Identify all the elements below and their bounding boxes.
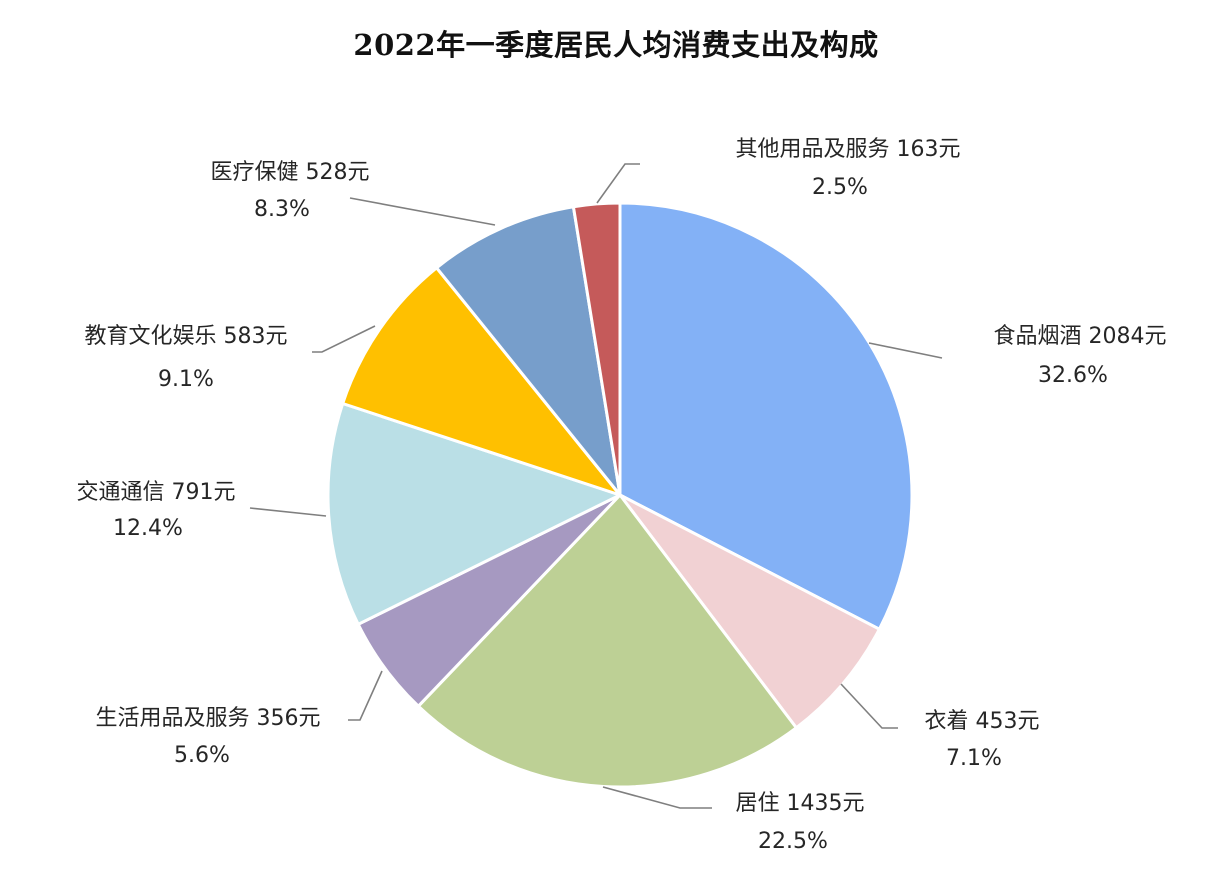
- slice-label: 教育文化娱乐 583元: [85, 324, 288, 349]
- slice-percent-label: 8.3%: [254, 197, 310, 222]
- slice-label: 食品烟酒 2084元: [994, 324, 1167, 349]
- pie-slices: [326, 201, 914, 789]
- slice-label: 衣着 453元: [925, 709, 1040, 734]
- slice-percent-label: 5.6%: [174, 743, 230, 768]
- slice-percent-label: 32.6%: [1038, 363, 1108, 388]
- pie-slice: [326, 402, 622, 626]
- leader-line: [602, 786, 712, 809]
- slice-percent-label: 7.1%: [946, 746, 1002, 771]
- chart-title: 2022年一季度居民人均消费支出及构成: [353, 28, 879, 62]
- slice-label: 居住 1435元: [736, 791, 865, 816]
- leader-line: [249, 507, 327, 517]
- leader-line: [349, 197, 496, 226]
- leader-line: [596, 163, 640, 204]
- slice-percent-label: 22.5%: [758, 829, 828, 854]
- leader-line: [348, 670, 383, 721]
- leader-lines: [249, 163, 943, 809]
- slice-label: 交通通信 791元: [77, 480, 236, 505]
- slice-label: 其他用品及服务 163元: [736, 137, 961, 162]
- leader-line: [868, 342, 943, 359]
- pie-slice: [435, 205, 622, 497]
- slice-label: 医疗保健 528元: [211, 160, 370, 185]
- leader-line: [840, 683, 898, 729]
- pie-slice: [341, 266, 622, 497]
- slice-percent-label: 2.5%: [812, 175, 868, 200]
- slice-percent-label: 9.1%: [158, 367, 214, 392]
- pie-slice: [618, 493, 881, 730]
- slice-label: 生活用品及服务 356元: [96, 706, 321, 731]
- leader-line: [312, 325, 376, 353]
- slice-labels: 食品烟酒 2084元 32.6% 衣着 453元 7.1% 居住 1435元 22.5% 生…: [77, 137, 1167, 854]
- slice-percent-label: 12.4%: [113, 516, 183, 541]
- pie-slice: [571, 201, 622, 497]
